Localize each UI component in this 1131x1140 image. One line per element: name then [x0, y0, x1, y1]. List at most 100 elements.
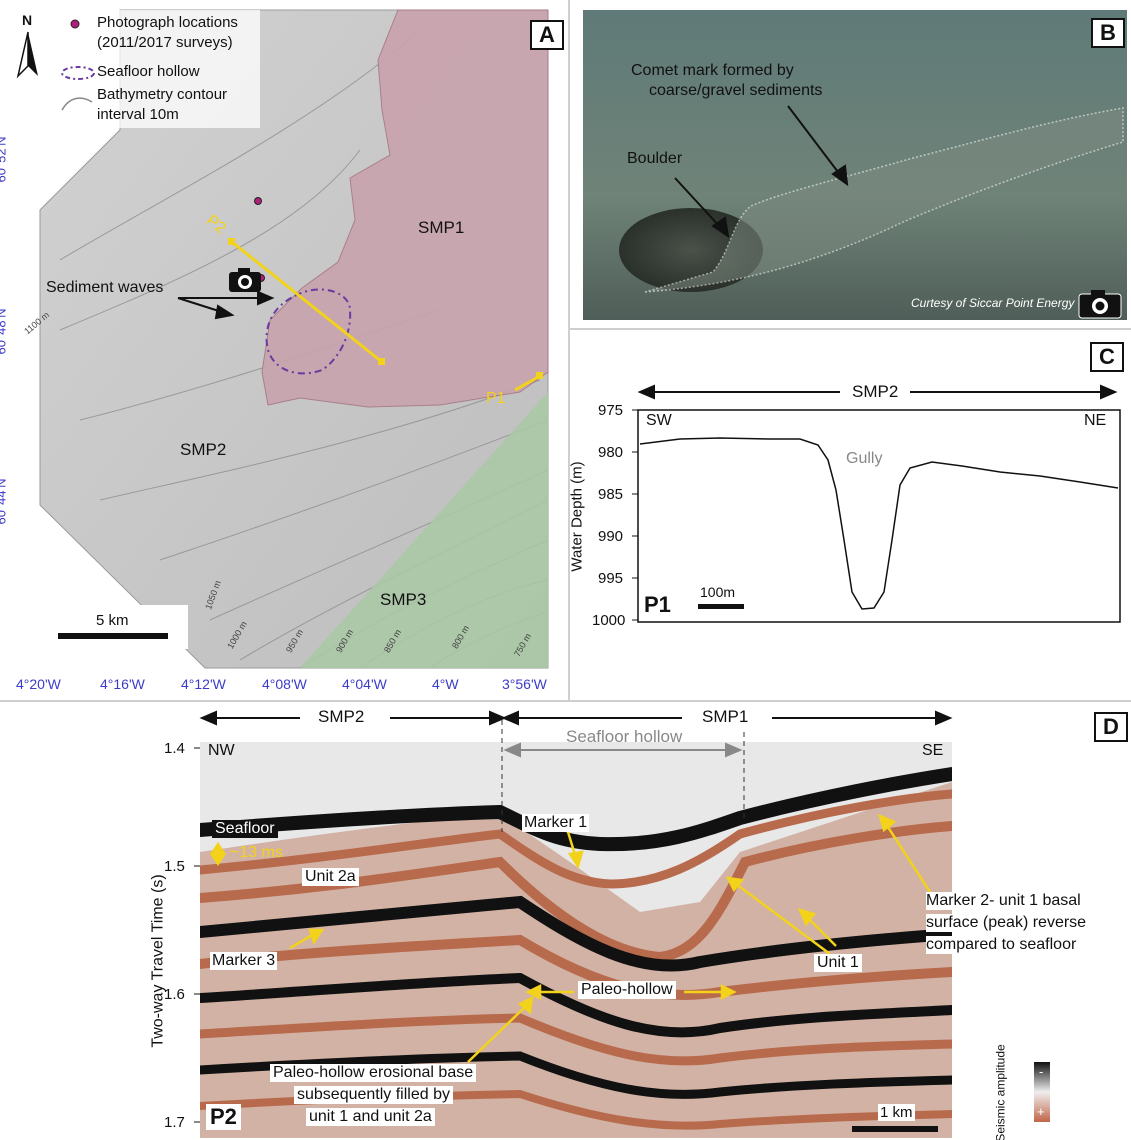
profile-zone-label: SMP2: [852, 382, 899, 401]
legend-contour-label: Bathymetry contour: [97, 86, 228, 103]
seafloor-label: Seafloor: [212, 820, 278, 838]
marker-2-label-1: Marker 2- unit 1 basal: [926, 892, 1081, 910]
map-scale-box: [38, 605, 188, 649]
twt-y-axis-label: Two-way Travel Time (s): [149, 874, 167, 1048]
photo-credit: Curtesy of Siccar Point Energy: [911, 296, 1075, 310]
photo-arrows: [674, 105, 849, 239]
sediment-waves-arrows: [177, 290, 275, 320]
depth-tick-995: 995: [598, 570, 624, 587]
depth-profile-chart: [632, 384, 1121, 623]
paleo-base-label-1: Paleo-hollow erosional base: [270, 1064, 477, 1082]
profile-p1-label: P1: [486, 390, 506, 407]
profile-name-label: P1: [644, 592, 671, 617]
seafloor-photo: [583, 10, 1127, 320]
smp2-extent-arrow: [637, 384, 1118, 400]
marker-3-label: Marker 3: [210, 952, 278, 970]
legend-photo-symbol: [70, 19, 80, 29]
legend-contour-label-2: interval 10m: [97, 106, 179, 123]
amplitude-colorbar: [1034, 1062, 1050, 1122]
time-delta-label: ~13 ms: [230, 844, 283, 861]
legend-photo-label: Photograph locations: [97, 14, 238, 31]
gully-label: Gully: [846, 450, 883, 467]
comet-mark-label: Comet mark formed by: [631, 62, 794, 79]
north-arrow-icon: [16, 31, 38, 79]
lon-label-1: 4°20'W: [16, 676, 61, 692]
panel-b-tag: B: [1091, 18, 1125, 48]
panel-divider-vertical: [568, 0, 570, 700]
profile-p2-line: [231, 240, 383, 364]
amplitude-plus: +: [1037, 1104, 1045, 1119]
boulder-label: Boulder: [627, 150, 683, 167]
seismic-profile-label: P2: [206, 1104, 241, 1130]
lon-label-6: 4°W: [432, 676, 459, 692]
two-way-time-diamond: [210, 842, 226, 866]
twt-tick-1.6: 1.6: [164, 986, 185, 1003]
panel-a-map: A N Photograph locations (2011/2017 surv…: [0, 0, 568, 700]
seismic-se-label: SE: [922, 742, 944, 759]
north-label: N: [22, 12, 33, 28]
seismic-scale-label: 1 km: [878, 1104, 915, 1121]
seismic-nw-label: NW: [208, 742, 235, 759]
lon-label-4: 4°08'W: [262, 676, 307, 692]
seafloor-hollow-arrow: [503, 742, 743, 758]
depth-tick-985: 985: [598, 486, 624, 503]
photo-camera-icon: [1078, 290, 1122, 319]
panel-a-tag: A: [530, 20, 564, 50]
profile-p1-line: [514, 374, 541, 392]
paleo-hollow-label: Paleo-hollow: [578, 981, 676, 999]
panel-c-tag: C: [1090, 342, 1124, 372]
comet-mark-label-2: coarse/gravel sediments: [649, 82, 823, 99]
lon-label-2: 4°16'W: [100, 676, 145, 692]
zone-label-smp2: SMP2: [180, 440, 227, 459]
seismic-scale-bar: [852, 1126, 938, 1132]
depth-tick-980: 980: [598, 444, 624, 461]
panel-divider-bc: [570, 328, 1131, 330]
profile-scale-bar: [698, 604, 744, 609]
seismic-image: [200, 742, 952, 1138]
legend-hollow-symbol: [61, 66, 95, 80]
marker-2-label-2: surface (peak) reverse: [926, 914, 1087, 932]
twt-tick-1.5: 1.5: [164, 858, 185, 875]
smp1-zone: [261, 9, 549, 408]
marker-1-label: Marker 1: [522, 814, 590, 832]
panel-c-profile: C SMP2 SW NE Gully Water Depth (m) 975 9…: [570, 330, 1131, 700]
smp3-zone: [300, 392, 548, 668]
twt-ticks: [194, 747, 200, 1123]
camera-icon: [229, 268, 261, 292]
seismic-section: [194, 710, 1050, 1138]
lon-label-3: 4°12'W: [181, 676, 226, 692]
map-scale-bar: [58, 633, 168, 639]
depth-ticks: [632, 409, 638, 621]
seismic-hollow-label: Seafloor hollow: [566, 727, 683, 746]
paleo-base-label-2: subsequently filled by: [294, 1086, 453, 1104]
bathymetry-map: [16, 9, 549, 669]
depth-tick-975: 975: [598, 402, 624, 419]
legend-photo-label-2: (2011/2017 surveys): [97, 34, 233, 51]
lat-label-3: 60°44'N: [0, 478, 9, 525]
lon-label-5: 4°04'W: [342, 676, 387, 692]
map-scale-label: 5 km: [96, 612, 129, 629]
twt-tick-1.4: 1.4: [164, 740, 185, 757]
seismic-extent-arrows: [199, 710, 953, 726]
twt-tick-1.7: 1.7: [164, 1114, 185, 1131]
depth-tick-1000: 1000: [592, 612, 626, 629]
legend-hollow-label: Seafloor hollow: [97, 63, 200, 80]
lon-label-7: 3°56'W: [502, 676, 547, 692]
profile-p2-end: [378, 358, 385, 365]
map-legend-box: [60, 10, 260, 128]
panel-b-photo: B Comet mark formed by coarse/gravel sed…: [583, 10, 1127, 320]
profile-scale-label: 100m: [700, 584, 736, 600]
profile-p1-depth-line: [639, 437, 1119, 610]
profile-sw-label: SW: [646, 412, 672, 429]
sediment-waves-label: Sediment waves: [46, 279, 164, 296]
panel-divider-horizontal: [0, 700, 1131, 702]
panel-d-seismic: D SMP2 SMP1 Seafloor hollow NW SE Two-wa…: [0, 702, 1131, 1140]
marker-2-label-3: compared to seafloor: [926, 936, 1077, 954]
depth-tick-990: 990: [598, 528, 624, 545]
amplitude-minus: -: [1039, 1064, 1044, 1079]
profile-p2-start: [228, 238, 235, 245]
zone-label-smp3: SMP3: [380, 590, 427, 609]
paleo-base-label-3: unit 1 and unit 2a: [306, 1108, 435, 1126]
unit-1-label: Unit 1: [814, 954, 862, 972]
seismic-smp2-label: SMP2: [318, 707, 365, 726]
